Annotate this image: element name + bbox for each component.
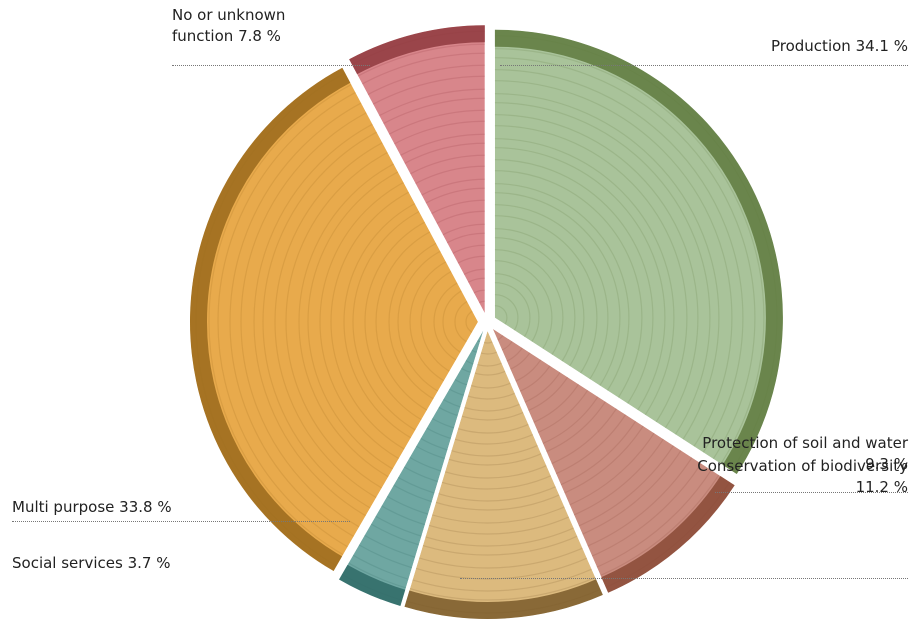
slice-label: Social services 3.7 % — [12, 553, 312, 574]
category-name: Conservation of biodiversity — [697, 457, 908, 475]
slice-label: Conservation of biodiversity 11.2 % — [680, 456, 908, 498]
bark — [494, 29, 783, 475]
slice — [190, 67, 479, 572]
value-label: 9.3 % — [865, 455, 908, 473]
value-label: 34.1 % — [855, 37, 908, 55]
slice — [492, 328, 735, 593]
slice-group — [494, 29, 783, 475]
wood-ring — [404, 330, 603, 592]
wood-ring — [404, 330, 603, 457]
slice-group — [339, 330, 484, 607]
wood-ring — [494, 138, 675, 475]
bark — [190, 67, 479, 572]
wood-ring — [404, 330, 603, 511]
wood-ring — [494, 260, 553, 376]
wood-ring — [404, 330, 603, 502]
wood-ring — [494, 147, 666, 475]
wood-ring — [494, 282, 531, 354]
leader-line — [460, 578, 908, 579]
wood-ring — [494, 159, 654, 475]
wood-ring — [494, 69, 744, 475]
category-name: No or unknown function — [172, 6, 286, 45]
leader-line — [500, 65, 908, 66]
category-name: Protection of soil and water — [702, 434, 908, 452]
wood-ring — [217, 67, 479, 572]
slice-label: No or unknown function 7.8 % — [172, 5, 322, 47]
wood-ring — [404, 330, 603, 547]
wood-ring — [404, 330, 603, 556]
wood-ring — [406, 330, 569, 412]
wood-ring — [429, 330, 546, 389]
category-name: Multi purpose — [12, 498, 115, 516]
value-label: 33.8 % — [119, 498, 172, 516]
wood-ring — [494, 57, 756, 475]
wood-ring — [494, 192, 621, 444]
wood-ring — [494, 249, 564, 387]
wood-ring — [494, 48, 765, 475]
slice — [349, 25, 485, 314]
wood-ring — [494, 183, 630, 453]
bark — [404, 330, 603, 619]
wood-ring — [442, 330, 533, 376]
leader-line — [715, 492, 908, 493]
wood-ring — [404, 330, 603, 601]
wood-ring — [494, 170, 643, 466]
wood-ring — [474, 330, 501, 344]
slice-group — [349, 25, 485, 314]
wood-ring — [404, 330, 602, 445]
wood-ring — [404, 330, 603, 535]
slice-label: Multi purpose 33.8 % — [12, 497, 312, 518]
value-label: 11.2 % — [855, 478, 908, 496]
slice-group — [190, 67, 479, 572]
wood-ring — [404, 330, 603, 490]
wood-ring — [208, 67, 479, 572]
wood-ring — [494, 102, 711, 475]
slice-group — [404, 330, 603, 619]
wood-ring — [494, 305, 508, 331]
wood-ring — [494, 125, 688, 475]
wood-ring — [494, 215, 598, 421]
wood-ring — [418, 330, 557, 400]
wood-ring — [494, 294, 519, 342]
category-name: Production — [770, 37, 851, 55]
wood-ring — [404, 330, 603, 524]
slice-label: Production 34.1 % — [600, 36, 908, 57]
wood-ring — [494, 237, 576, 399]
wood-ring — [494, 204, 609, 432]
wood-ring — [404, 330, 603, 479]
wood-ring — [494, 273, 540, 363]
wood-ring — [463, 330, 512, 355]
slice — [404, 330, 603, 619]
wood-ring — [494, 228, 585, 408]
slice — [339, 330, 484, 607]
leader-line — [172, 65, 370, 66]
slice-group — [492, 328, 735, 593]
category-name: Social services — [12, 554, 123, 572]
wood-ring — [404, 330, 591, 434]
value-label: 3.7 % — [127, 554, 171, 572]
wood-ring — [494, 93, 720, 475]
value-label: 7.8 % — [238, 27, 281, 45]
wood-ring — [451, 330, 524, 367]
wood-ring — [404, 330, 578, 421]
wood-ring — [494, 80, 733, 475]
wood-ring — [404, 330, 603, 466]
slice-label: Protection of soil and water 9.3 % — [700, 433, 908, 475]
wood-ring — [404, 330, 603, 569]
wood-ring — [494, 114, 699, 475]
leader-line — [12, 521, 350, 522]
